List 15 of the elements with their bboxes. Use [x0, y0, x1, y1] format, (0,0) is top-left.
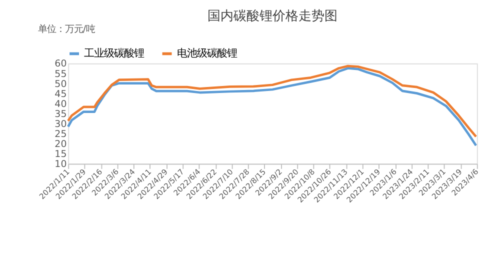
y-tick-label: 45 — [54, 88, 67, 100]
y-tick-label: 50 — [54, 78, 67, 90]
chart-title: 国内碳酸锂价格走势图 — [208, 8, 338, 24]
y-tick-label: 10 — [54, 159, 67, 170]
y-tick-label: 25 — [54, 128, 67, 140]
y-tick-label: 60 — [54, 58, 67, 70]
y-tick-label: 30 — [54, 118, 67, 130]
y-tick-label: 55 — [54, 68, 67, 80]
legend-label: 工业级碳酸锂 — [84, 48, 144, 60]
y-tick-label: 15 — [54, 149, 67, 160]
y-tick-label: 35 — [54, 108, 67, 120]
legend-label: 电池级碳酸锂 — [176, 48, 237, 60]
text: 单位：万元/吨 — [38, 24, 96, 36]
y-tick-label: 40 — [54, 98, 67, 110]
y-tick-label: 20 — [54, 138, 67, 150]
